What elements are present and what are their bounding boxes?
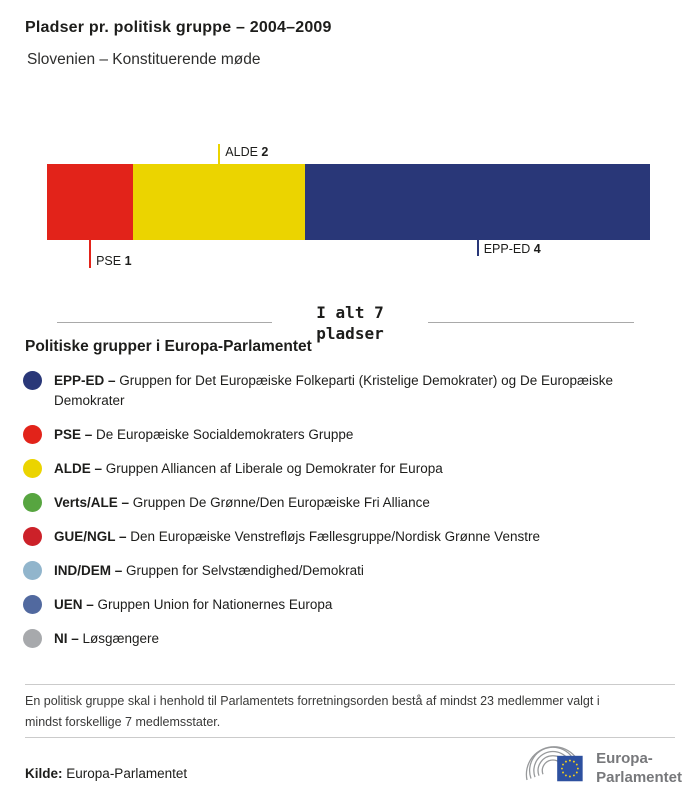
ep-logo: Europa- Parlamentet — [521, 742, 682, 794]
legend-dot-icon — [23, 425, 42, 444]
legend-dot-icon — [23, 371, 42, 390]
legend-item-text: EPP-ED – Gruppen for Det Europæiske Folk… — [54, 373, 613, 408]
legend-item: ALDE – Gruppen Alliancen af Liberale og … — [23, 459, 645, 479]
legend-item-text: ALDE – Gruppen Alliancen af Liberale og … — [54, 461, 443, 476]
total-divider-right — [428, 322, 634, 323]
legend-item-text: GUE/NGL – Den Europæiske Venstrefløjs Fæ… — [54, 529, 540, 544]
legend-item: NI – Løsgængere — [23, 629, 645, 649]
legend-dot-icon — [23, 527, 42, 546]
callout-label-epp-ed: EPP-ED 4 — [483, 242, 541, 256]
bar-segment-pse — [47, 164, 134, 240]
source-label: Kilde: — [25, 766, 63, 781]
legend-item: GUE/NGL – Den Europæiske Venstrefløjs Fæ… — [23, 527, 645, 547]
total-seats-line1: I alt 7 — [316, 303, 384, 322]
legend-item-text: NI – Løsgængere — [54, 631, 160, 646]
legend-heading: Politiske grupper i Europa-Parlamentet — [25, 338, 312, 355]
legend-item: IND/DEM – Gruppen for Selvstændighed/Dem… — [23, 561, 645, 581]
legend-dot-icon — [23, 459, 42, 478]
source-line: Kilde: Europa-Parlamentet — [25, 766, 187, 781]
page-subtitle: Slovenien – Konstituerende møde — [27, 51, 261, 68]
callout-tick-epp-ed — [476, 240, 479, 256]
ep-logo-text-line1: Europa- — [596, 750, 653, 767]
total-seats-line2: pladser — [316, 324, 384, 343]
footnote: En politisk gruppe skal i henhold til Pa… — [25, 694, 600, 729]
legend-item: Verts/ALE – Gruppen De Grønne/Den Europæ… — [23, 493, 645, 513]
legend-dot-icon — [23, 493, 42, 512]
total-divider-left — [57, 322, 272, 323]
footnote-divider-top — [25, 684, 675, 685]
bar-segment-alde — [133, 164, 306, 240]
legend-dot-icon — [23, 629, 42, 648]
callout-label-pse: PSE 1 — [96, 254, 132, 268]
footnote-divider-bottom — [25, 737, 675, 738]
legend-item: PSE – De Europæiske Socialdemokraters Gr… — [23, 425, 645, 445]
legend-item: EPP-ED – Gruppen for Det Europæiske Folk… — [23, 371, 645, 411]
legend-item-text: UEN – Gruppen Union for Nationernes Euro… — [54, 597, 333, 612]
stacked-bar — [47, 164, 650, 240]
ep-logo-text-line2: Parlamentet — [596, 769, 682, 786]
source-value: Europa-Parlamentet — [66, 766, 188, 781]
callout-tick-alde — [218, 144, 221, 164]
bar-callouts: PSE 1 ALDE 2 EPP-ED 4 — [47, 144, 650, 268]
legend-item-text: Verts/ALE – Gruppen De Grønne/Den Europæ… — [54, 495, 430, 510]
ep-logo-mark-icon — [525, 746, 583, 782]
callout-tick-pse — [89, 240, 92, 268]
ep-logo-text: Europa- Parlamentet — [596, 749, 682, 787]
legend-item: UEN – Gruppen Union for Nationernes Euro… — [23, 595, 645, 615]
legend-dot-icon — [23, 561, 42, 580]
legend-item-text: PSE – De Europæiske Socialdemokraters Gr… — [54, 427, 354, 442]
callout-label-alde: ALDE 2 — [225, 145, 269, 159]
page-title: Pladser pr. politisk gruppe – 2004–2009 — [25, 19, 332, 36]
bar-segment-epp-ed — [305, 164, 650, 240]
eu-flag-stars-icon — [561, 759, 579, 778]
legend-list: EPP-ED – Gruppen for Det Europæiske Folk… — [23, 371, 645, 663]
legend-item-text: IND/DEM – Gruppen for Selvstændighed/Dem… — [54, 563, 364, 578]
legend-dot-icon — [23, 595, 42, 614]
total-seats-label: I alt 7 pladser — [0, 302, 700, 344]
